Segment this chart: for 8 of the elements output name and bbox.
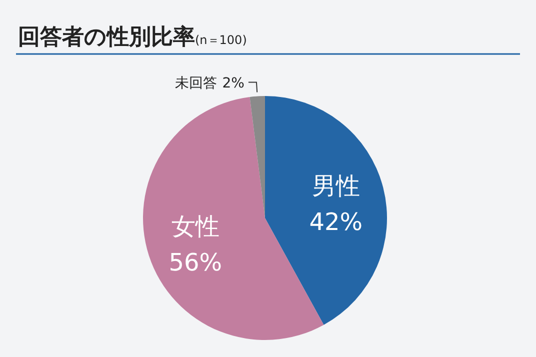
- chart-title: 回答者の性別比率: [18, 24, 195, 50]
- slice-label: 女性: [171, 212, 220, 241]
- chart-subtitle: (n＝100): [195, 33, 247, 47]
- data-label: 56%: [168, 248, 222, 277]
- data-label: 2%: [222, 75, 244, 92]
- data-label: 42%: [309, 208, 363, 236]
- slice-label: 男性: [312, 172, 360, 200]
- slice-label: 未回答: [175, 75, 218, 92]
